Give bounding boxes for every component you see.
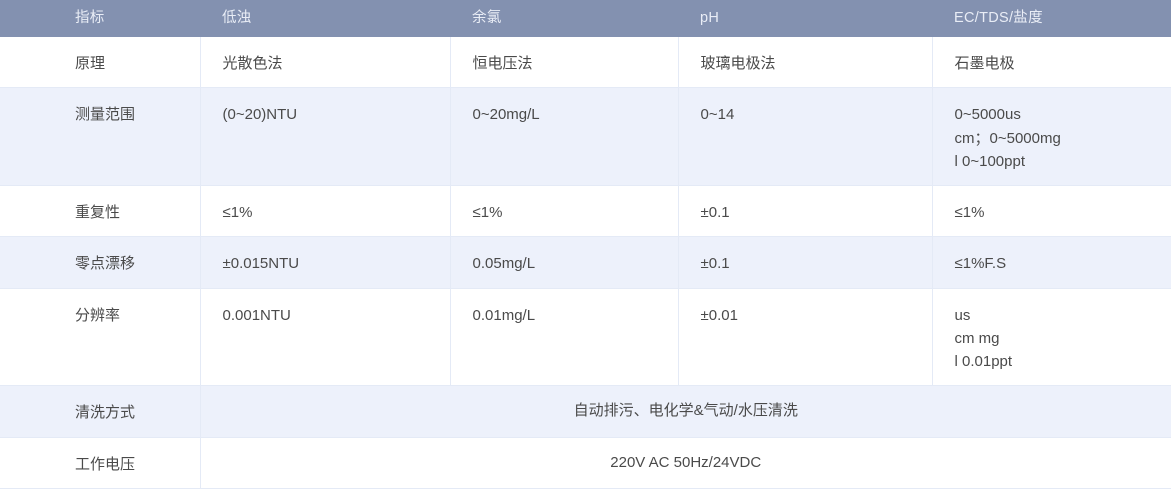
column-header-metric: 指标: [75, 10, 105, 26]
table-row: 原理 光散色法 恒电压法 玻璃电极法 石墨电极: [0, 37, 1171, 89]
cell-repeatability-chlorine: ≤1%: [450, 185, 679, 238]
cell-working-voltage-value: 220V AC 50Hz/24VDC: [200, 437, 1171, 489]
column-header-ec-tds-salinity: EC/TDS/盐度: [954, 10, 1043, 26]
cell-range-ec: 0~5000us cm；0~5000mg l 0~100ppt: [932, 87, 1171, 186]
cell-resolution-turbidity: 0.001NTU: [200, 288, 451, 387]
cell-range-ph: 0~14: [678, 87, 933, 186]
column-header-residual-chlorine: 余氯: [472, 10, 502, 26]
table-row: 重复性 ≤1% ≤1% ±0.1 ≤1%: [0, 185, 1171, 238]
cell-resolution-ec: us cm mg l 0.01ppt: [932, 288, 1171, 387]
cell-repeatability-ec: ≤1%: [932, 185, 1171, 238]
cell-principle-ph: 玻璃电极法: [678, 37, 933, 89]
table-row: 分辨率 0.001NTU 0.01mg/L ±0.01 us cm mg l 0…: [0, 288, 1171, 387]
row-label-measuring-range: 测量范围: [0, 87, 201, 186]
row-label-resolution: 分辨率: [0, 288, 201, 387]
row-label-repeatability: 重复性: [0, 185, 201, 238]
table-row: 工作电压 220V AC 50Hz/24VDC: [0, 437, 1171, 489]
cell-principle-turbidity: 光散色法: [200, 37, 451, 89]
cell-principle-chlorine: 恒电压法: [450, 37, 679, 89]
cell-cleaning-method-value: 自动排污、电化学&气动/水压清洗: [200, 385, 1171, 438]
row-label-zero-drift: 零点漂移: [0, 236, 201, 289]
column-header-turbidity: 低浊: [222, 10, 252, 26]
cell-resolution-chlorine: 0.01mg/L: [450, 288, 679, 387]
table-row: 测量范围 (0~20)NTU 0~20mg/L 0~14 0~5000us cm…: [0, 87, 1171, 186]
cell-repeatability-turbidity: ≤1%: [200, 185, 451, 238]
cell-resolution-ph: ±0.01: [678, 288, 933, 387]
cell-zero-drift-ec: ≤1%F.S: [932, 236, 1171, 289]
cell-range-chlorine: 0~20mg/L: [450, 87, 679, 186]
row-label-working-voltage: 工作电压: [0, 437, 201, 489]
table-row: 零点漂移 ±0.015NTU 0.05mg/L ±0.1 ≤1%F.S: [0, 236, 1171, 289]
cell-zero-drift-ph: ±0.1: [678, 236, 933, 289]
table-body: 原理 光散色法 恒电压法 玻璃电极法 石墨电极 测量范围 (0~20)NTU 0…: [0, 37, 1171, 489]
cell-zero-drift-turbidity: ±0.015NTU: [200, 236, 451, 289]
table-header: 指标 低浊 余氯 pH EC/TDS/盐度: [0, 0, 1171, 37]
row-label-principle: 原理: [0, 37, 201, 89]
table-header-row: 指标 低浊 余氯 pH EC/TDS/盐度: [0, 0, 1171, 37]
cell-repeatability-ph: ±0.1: [678, 185, 933, 238]
cell-principle-ec: 石墨电极: [932, 37, 1171, 89]
column-header-ph: pH: [700, 10, 720, 26]
row-label-cleaning-method: 清洗方式: [0, 385, 201, 438]
cell-zero-drift-chlorine: 0.05mg/L: [450, 236, 679, 289]
cell-range-turbidity: (0~20)NTU: [200, 87, 451, 186]
table-row: 清洗方式 自动排污、电化学&气动/水压清洗: [0, 385, 1171, 438]
